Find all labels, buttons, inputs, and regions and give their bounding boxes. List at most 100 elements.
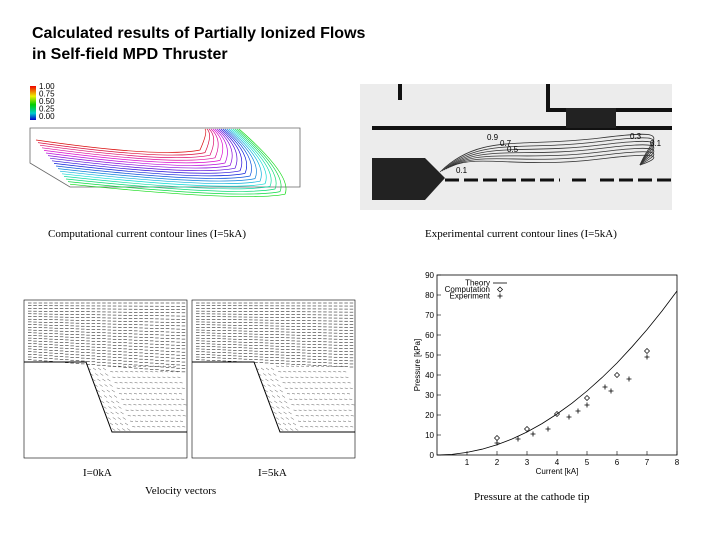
vector-row	[28, 316, 186, 320]
vector-row	[98, 393, 183, 398]
point	[494, 435, 500, 441]
vector-row	[255, 365, 345, 371]
point	[524, 426, 530, 432]
vector-row	[28, 351, 186, 363]
vector-row	[28, 305, 186, 307]
vector-row	[107, 415, 186, 420]
point	[497, 286, 503, 293]
contour-line	[61, 128, 267, 187]
vector-row	[196, 308, 354, 310]
vector-row	[103, 404, 187, 409]
colorbar-label: 0.75	[39, 90, 55, 99]
y-tick-label: 10	[425, 431, 434, 440]
contour-line	[65, 128, 277, 192]
contour-line	[39, 128, 215, 158]
vector-row	[196, 340, 354, 346]
caption: Experimental current contour lines (I=5k…	[425, 228, 617, 240]
x-axis-label: Current [kA]	[536, 467, 579, 476]
contour-line	[35, 128, 207, 153]
contour-line	[57, 128, 257, 182]
vector-row	[96, 387, 185, 393]
vector-row	[28, 345, 186, 356]
vector-row	[28, 356, 186, 369]
vector-row	[196, 321, 354, 325]
contour-line	[447, 147, 655, 169]
y-tick-label: 90	[425, 271, 434, 280]
colorbar-label: 0.25	[39, 105, 55, 114]
vector-row	[92, 376, 181, 382]
vector-row	[101, 398, 185, 404]
contour-label: 0.5	[507, 145, 519, 154]
panel-label: I=0kA	[83, 467, 112, 479]
vector-row	[258, 371, 347, 376]
contour-line	[439, 133, 655, 173]
vector-row	[196, 354, 354, 362]
point	[614, 372, 620, 378]
vector-row	[28, 321, 186, 327]
pressure-chart: 0 10 20 30 40 50 60 70 80 90 1 2 3 4 5 6 7 8 Current [kA] P…	[413, 271, 680, 476]
vector-row	[28, 332, 186, 340]
vector-row	[277, 420, 352, 426]
vector-row	[28, 327, 186, 333]
vector-row	[28, 318, 186, 323]
contour-line	[451, 154, 655, 167]
vector-row	[28, 329, 186, 337]
contour-line	[449, 151, 655, 168]
point	[584, 402, 590, 408]
point	[554, 411, 560, 417]
vector-row	[264, 387, 353, 393]
vector-row	[28, 310, 186, 314]
point	[545, 426, 551, 432]
contour-line	[55, 128, 252, 179]
x-tick-label: 5	[585, 458, 590, 467]
x-tick-label: 7	[645, 458, 650, 467]
colorbar-label: 0.50	[39, 97, 55, 106]
vector-row	[196, 345, 354, 353]
contour-label: 0.9	[487, 133, 499, 142]
y-tick-label: 0	[430, 451, 435, 460]
vector-row	[275, 415, 354, 420]
panel-frame	[191, 299, 356, 459]
caption: Pressure at the cathode tip	[474, 491, 590, 503]
panel-frame	[23, 299, 188, 459]
contour-line	[37, 128, 210, 156]
panel-label: I=5kA	[258, 467, 287, 479]
contour-line	[69, 128, 287, 197]
vector-row	[196, 329, 354, 334]
contour-line	[67, 128, 282, 195]
legend-label: Experiment	[450, 292, 491, 301]
velocity-figure	[23, 299, 356, 459]
point	[644, 348, 650, 354]
contour-label: 0.1	[650, 139, 662, 148]
anode-block	[566, 108, 616, 128]
point	[575, 408, 581, 414]
contour-line	[41, 128, 219, 161]
vector-row	[196, 337, 354, 343]
vector-row	[262, 382, 351, 387]
vector-row	[260, 376, 349, 382]
vector-row	[28, 337, 186, 346]
vector-row	[28, 313, 186, 317]
title-line: Calculated results of Partially Ionized …	[32, 25, 366, 42]
contour-label: 0.3	[630, 132, 642, 141]
point	[608, 388, 614, 394]
vector-row	[196, 335, 354, 340]
plot-frame	[436, 274, 678, 456]
vector-row	[196, 327, 354, 331]
vector-row	[196, 348, 354, 356]
vector-row	[28, 324, 186, 330]
vector-row	[28, 348, 186, 360]
contour-line	[53, 128, 247, 177]
legend-label: Theory	[465, 279, 490, 288]
walls	[372, 84, 672, 130]
point	[602, 384, 608, 390]
wall	[192, 361, 355, 433]
contour-label: 0.7	[500, 139, 512, 148]
experimental-contours: 0.90.70.5 0.3 0.1 0.1	[439, 132, 662, 175]
vector-row	[269, 398, 353, 404]
vector-row	[28, 340, 186, 350]
contour-line	[43, 128, 224, 164]
y-tick-label: 50	[425, 351, 434, 360]
